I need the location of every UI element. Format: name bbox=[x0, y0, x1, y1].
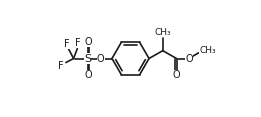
Text: O: O bbox=[97, 53, 104, 64]
Text: O: O bbox=[85, 70, 92, 80]
Text: F: F bbox=[64, 39, 70, 49]
Text: S: S bbox=[84, 53, 91, 64]
Text: CH₃: CH₃ bbox=[199, 46, 216, 55]
Text: CH₃: CH₃ bbox=[155, 28, 171, 37]
Text: O: O bbox=[173, 70, 180, 80]
Text: O: O bbox=[185, 53, 193, 64]
Text: O: O bbox=[85, 37, 92, 47]
Text: F: F bbox=[75, 38, 81, 48]
Text: F: F bbox=[58, 61, 64, 71]
